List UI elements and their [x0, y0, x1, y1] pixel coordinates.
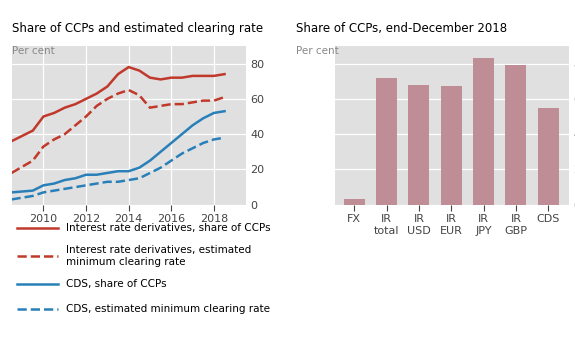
Text: Interest rate derivatives, share of CCPs: Interest rate derivatives, share of CCPs: [66, 223, 271, 233]
Text: CDS, estimated minimum clearing rate: CDS, estimated minimum clearing rate: [66, 304, 270, 314]
Bar: [538, 108, 559, 205]
Text: CDS, share of CCPs: CDS, share of CCPs: [66, 279, 167, 289]
Text: Per cent: Per cent: [296, 46, 339, 56]
Text: Per cent: Per cent: [12, 46, 54, 56]
Text: Interest rate derivatives, estimated
minimum clearing rate: Interest rate derivatives, estimated min…: [66, 245, 251, 267]
Text: Share of CCPs, end-December 2018: Share of CCPs, end-December 2018: [296, 22, 507, 35]
Bar: [344, 199, 365, 205]
Text: Share of CCPs and estimated clearing rate: Share of CCPs and estimated clearing rat…: [12, 22, 263, 35]
Bar: [408, 85, 430, 205]
Bar: [473, 58, 494, 205]
Bar: [376, 78, 397, 205]
Bar: [505, 65, 527, 205]
Bar: [441, 86, 462, 205]
